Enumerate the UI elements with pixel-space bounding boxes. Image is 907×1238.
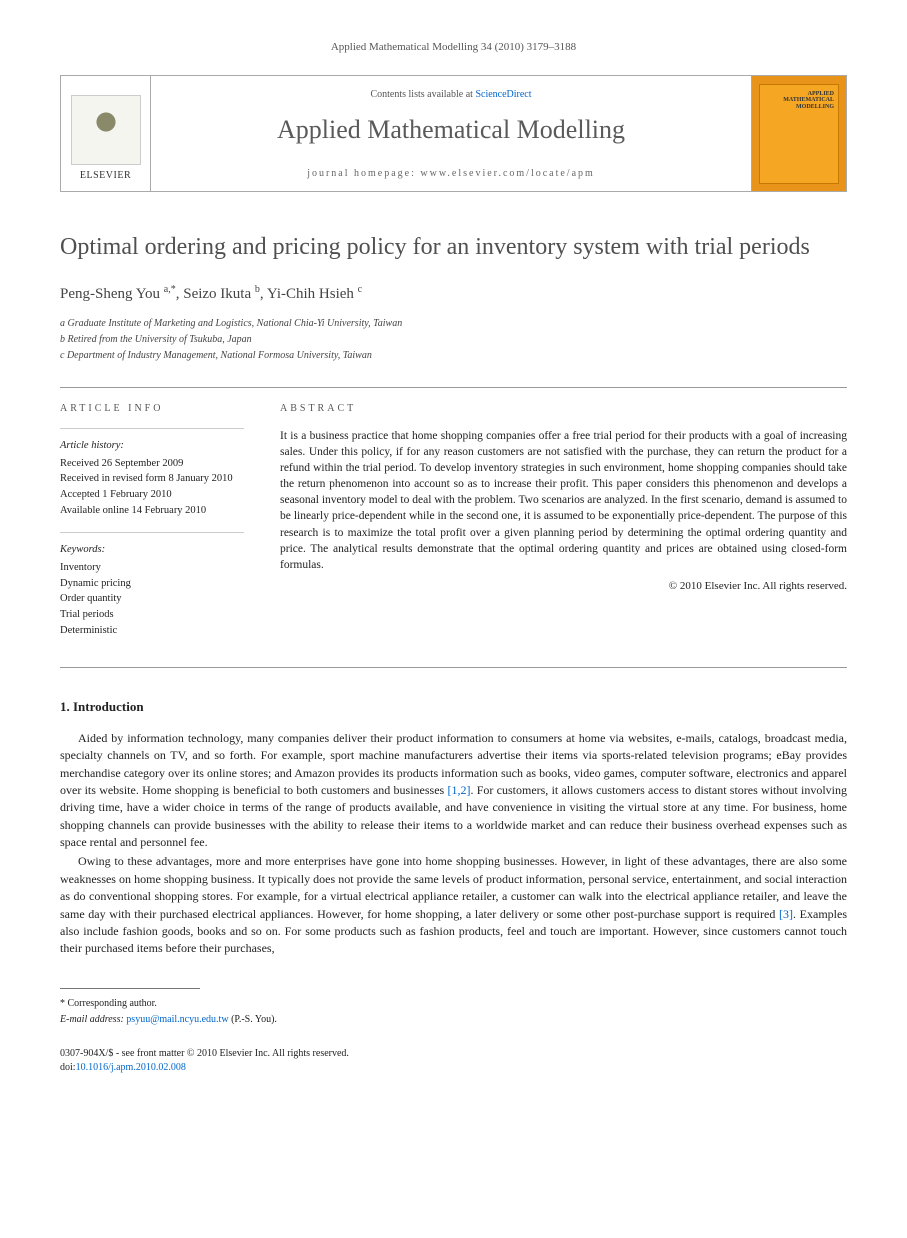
keywords-block: Keywords: InventoryDynamic pricingOrder … — [60, 532, 244, 638]
keyword-line: Inventory — [60, 561, 244, 576]
article-history-label: Article history: — [60, 439, 244, 454]
intro-p2-text-a: Owing to these advantages, more and more… — [60, 854, 847, 920]
journal-cover-thumbnail: APPLIED MATHEMATICAL MODELLING — [759, 84, 839, 184]
author-list: Peng-Sheng You a,*, Seizo Ikuta b, Yi-Ch… — [60, 283, 847, 305]
keyword-line: Dynamic pricing — [60, 577, 244, 592]
doi-label: doi: — [60, 1062, 76, 1073]
doi-link[interactable]: 10.1016/j.apm.2010.02.008 — [76, 1062, 186, 1073]
history-line: Accepted 1 February 2010 — [60, 488, 244, 503]
doi-line: doi:10.1016/j.apm.2010.02.008 — [60, 1061, 847, 1075]
keyword-line: Order quantity — [60, 592, 244, 607]
email-suffix: (P.-S. You). — [229, 1014, 277, 1025]
article-info-column: ARTICLE INFO Article history: Received 2… — [60, 388, 260, 667]
history-line: Available online 14 February 2010 — [60, 504, 244, 519]
journal-name: Applied Mathematical Modelling — [161, 112, 741, 148]
email-footnote: E-mail address: psyuu@mail.ncyu.edu.tw (… — [60, 1013, 847, 1027]
email-label: E-mail address: — [60, 1014, 126, 1025]
elsevier-tree-icon — [71, 95, 141, 165]
author-email-link[interactable]: psyuu@mail.ncyu.edu.tw — [126, 1014, 228, 1025]
abstract-text: It is a business practice that home shop… — [280, 428, 847, 573]
journal-banner: ELSEVIER Contents lists available at Sci… — [60, 75, 847, 191]
citation-link-1-2[interactable]: [1,2] — [447, 783, 470, 797]
journal-homepage: journal homepage: www.elsevier.com/locat… — [161, 167, 741, 181]
affiliations: a Graduate Institute of Marketing and Lo… — [60, 317, 847, 363]
footnote-separator — [60, 988, 200, 989]
article-title: Optimal ordering and pricing policy for … — [60, 232, 847, 263]
running-header: Applied Mathematical Modelling 34 (2010)… — [60, 40, 847, 55]
banner-center: Contents lists available at ScienceDirec… — [151, 76, 751, 190]
article-history-block: Article history: Received 26 September 2… — [60, 428, 244, 518]
contents-line: Contents lists available at ScienceDirec… — [161, 88, 741, 102]
abstract-copyright: © 2010 Elsevier Inc. All rights reserved… — [280, 579, 847, 594]
info-abstract-row: ARTICLE INFO Article history: Received 2… — [60, 387, 847, 668]
history-line: Received in revised form 8 January 2010 — [60, 472, 244, 487]
issn-line: 0307-904X/$ - see front matter © 2010 El… — [60, 1047, 847, 1061]
sciencedirect-link[interactable]: ScienceDirect — [475, 89, 531, 100]
article-info-heading: ARTICLE INFO — [60, 402, 244, 416]
keyword-line: Trial periods — [60, 608, 244, 623]
intro-paragraph-2: Owing to these advantages, more and more… — [60, 853, 847, 957]
intro-paragraph-1: Aided by information technology, many co… — [60, 730, 847, 852]
keyword-line: Deterministic — [60, 624, 244, 639]
publisher-name: ELSEVIER — [80, 169, 131, 183]
publisher-logo-block: ELSEVIER — [61, 76, 151, 190]
abstract-heading: ABSTRACT — [280, 402, 847, 416]
affiliation-line: a Graduate Institute of Marketing and Lo… — [60, 317, 847, 331]
abstract-column: ABSTRACT It is a business practice that … — [260, 388, 847, 667]
contents-prefix: Contents lists available at — [370, 89, 475, 100]
journal-cover-block: APPLIED MATHEMATICAL MODELLING — [751, 76, 846, 190]
citation-link-3[interactable]: [3] — [779, 907, 793, 921]
keywords-label: Keywords: — [60, 543, 244, 558]
section-heading-intro: 1. Introduction — [60, 698, 847, 716]
history-line: Received 26 September 2009 — [60, 457, 244, 472]
affiliation-line: b Retired from the University of Tsukuba… — [60, 333, 847, 347]
affiliation-line: c Department of Industry Management, Nat… — [60, 349, 847, 363]
corresponding-author-note: * Corresponding author. — [60, 997, 847, 1011]
journal-cover-title: APPLIED MATHEMATICAL MODELLING — [764, 91, 834, 111]
